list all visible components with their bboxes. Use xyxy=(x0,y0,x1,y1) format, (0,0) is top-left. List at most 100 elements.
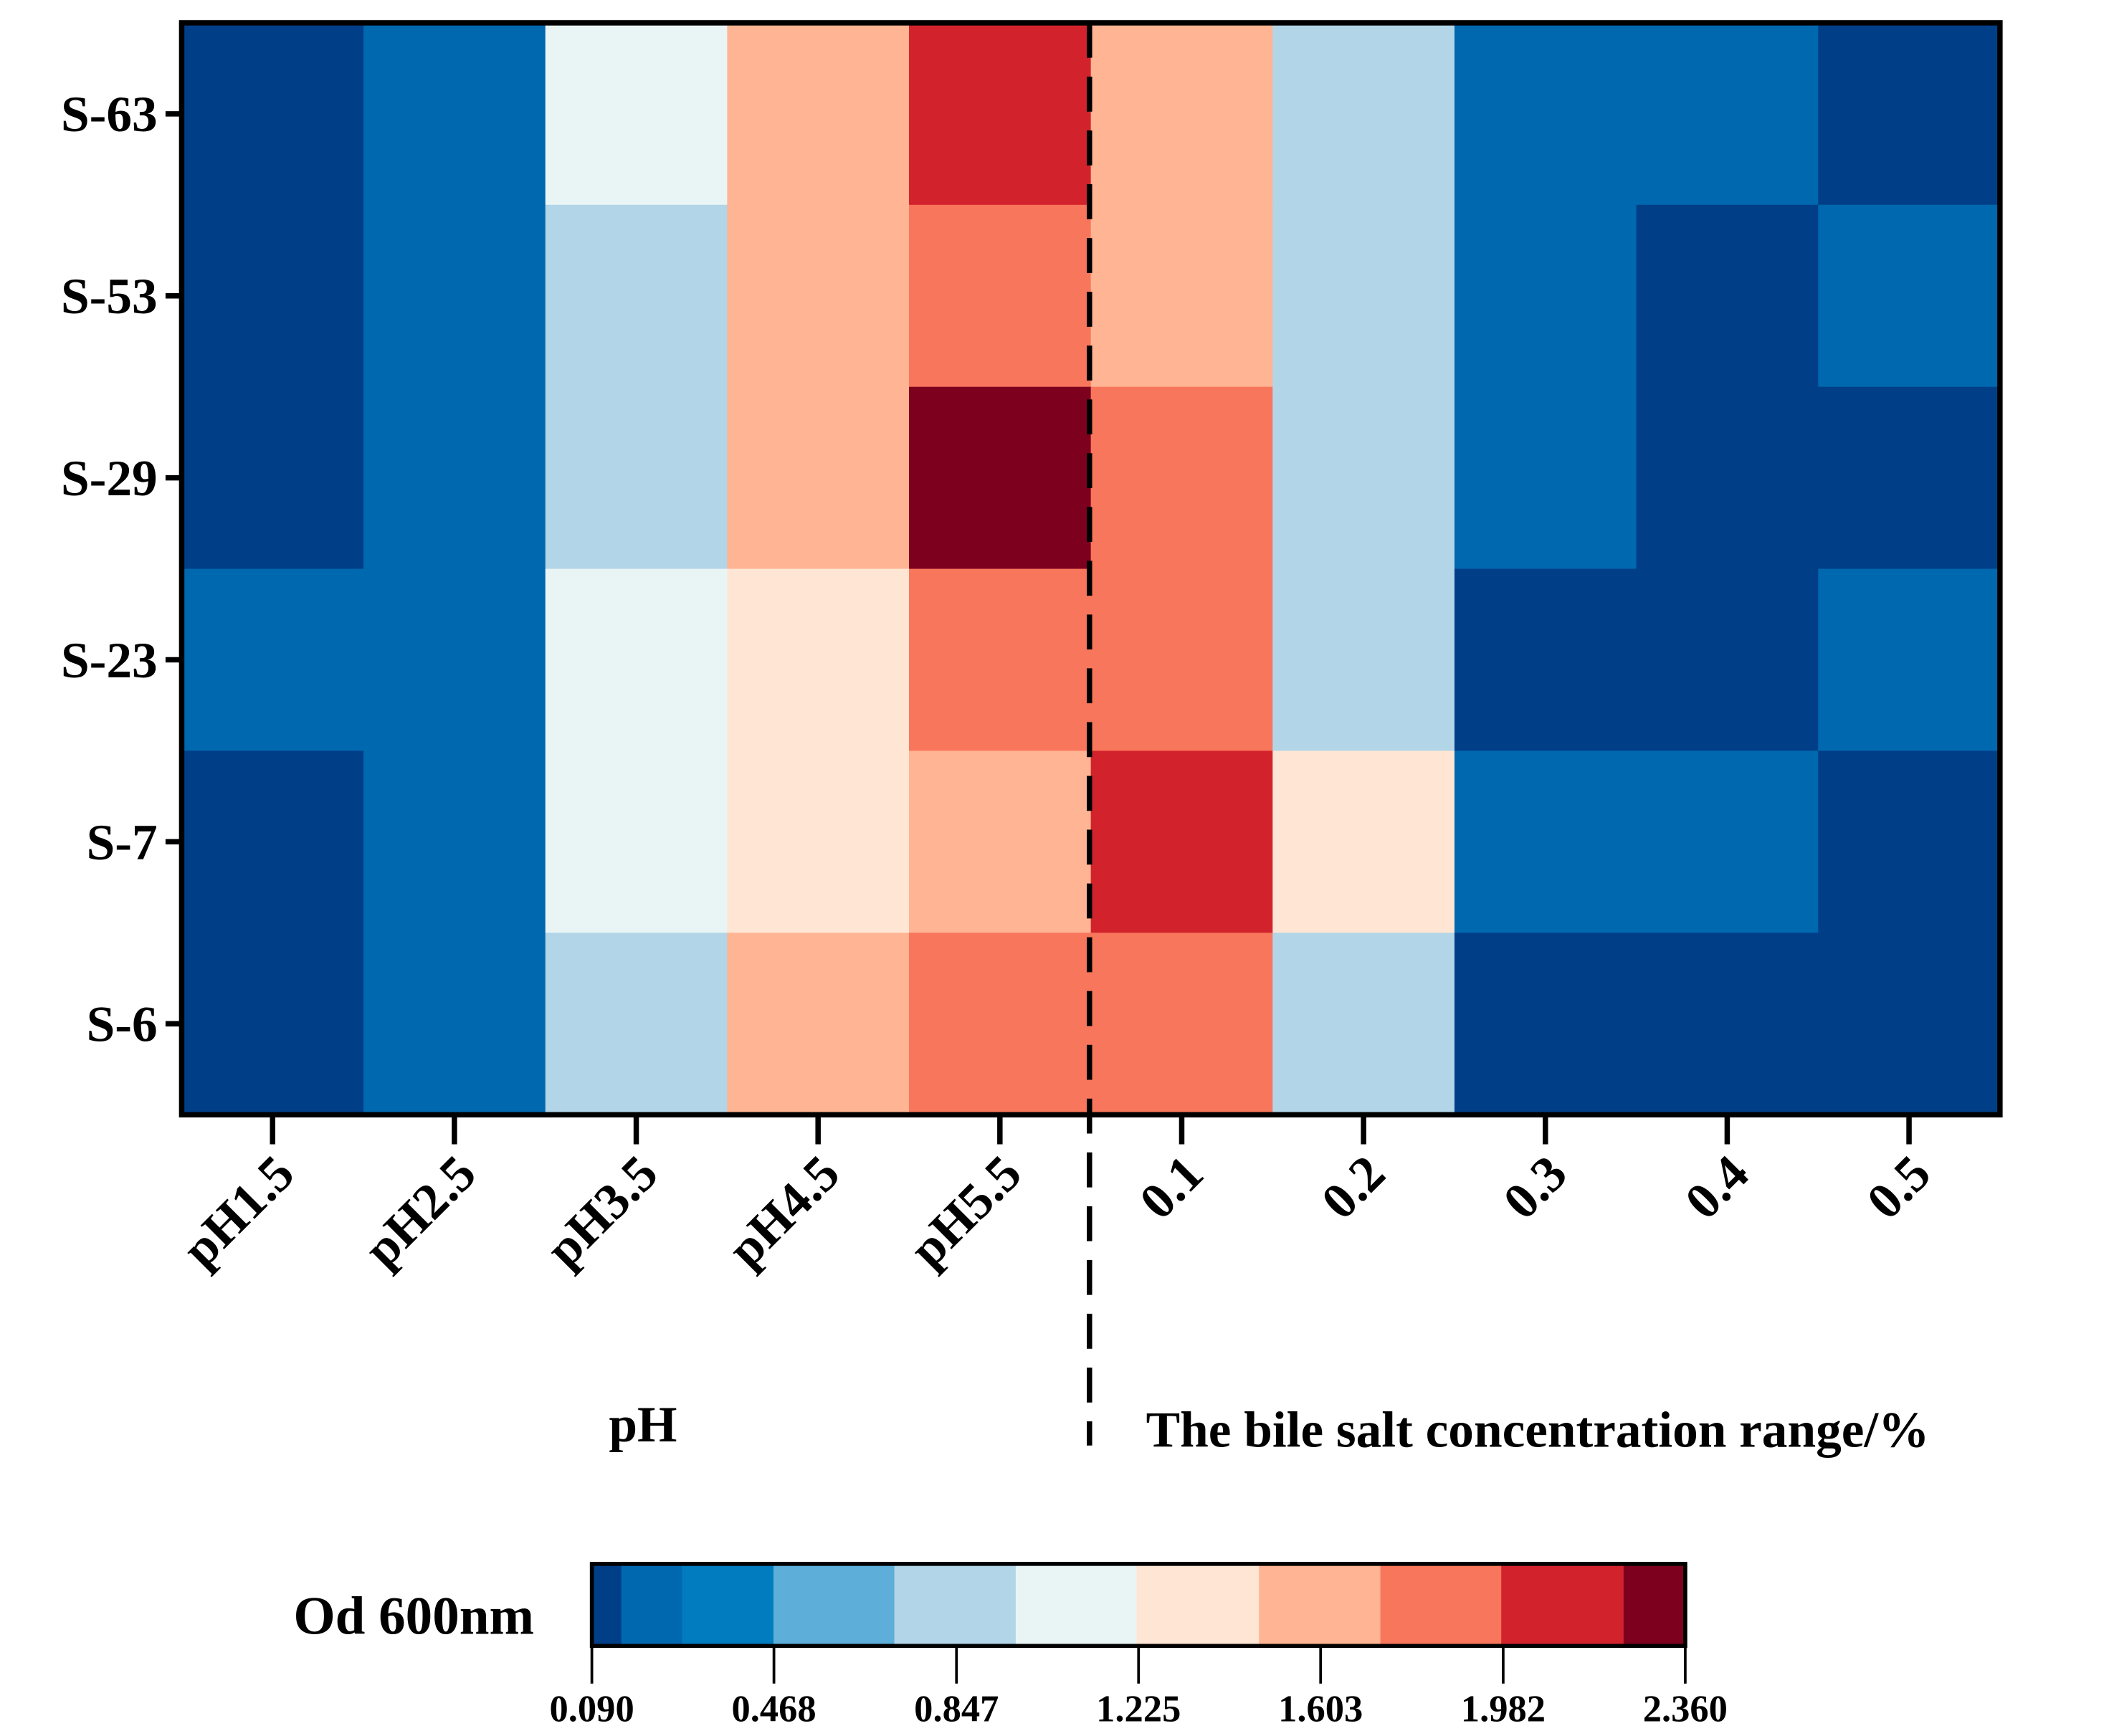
x-tick-label: 0.1 xyxy=(1129,1145,1214,1230)
heatmap-cell xyxy=(1636,22,1819,206)
heatmap-cell xyxy=(1090,568,1274,752)
heatmap-cell xyxy=(1272,204,1455,388)
heatmap-cell xyxy=(909,933,1092,1116)
y-tick-label: S-63 xyxy=(61,86,158,143)
heatmap-cell xyxy=(1454,568,1637,752)
heatmap-cell xyxy=(1090,22,1274,206)
heatmap-cell xyxy=(909,386,1092,570)
colorbar-tick-label: 2.360 xyxy=(1643,1688,1728,1730)
colorbar-segment xyxy=(1015,1563,1138,1646)
colorbar-segment xyxy=(591,1563,622,1646)
colorbar-segment xyxy=(1380,1563,1503,1646)
heatmap-cell xyxy=(363,933,546,1116)
heatmap-cell xyxy=(727,22,910,206)
heatmap-cells xyxy=(181,22,2001,1116)
heatmap-cell xyxy=(1636,568,1819,752)
colorbar-segment xyxy=(894,1563,1017,1646)
heatmap-cell xyxy=(909,750,1092,934)
heatmap-cell xyxy=(1818,204,2001,388)
heatmap-cell xyxy=(363,204,546,388)
y-tick-label: S-6 xyxy=(87,996,158,1053)
heatmap-cell xyxy=(1272,22,1455,206)
x-tick-label: pH2.5 xyxy=(353,1145,487,1278)
colorbar-tick-label: 0.090 xyxy=(550,1688,634,1730)
heatmap-cell xyxy=(1636,933,1819,1116)
colorbar-segment xyxy=(1259,1563,1381,1646)
x-tick-label: pH4.5 xyxy=(717,1145,850,1278)
heatmap-cell xyxy=(909,22,1092,206)
heatmap-cell xyxy=(1818,750,2001,934)
heatmap-cell xyxy=(1818,386,2001,570)
colorbar-segment xyxy=(621,1563,683,1646)
heatmap-cell xyxy=(181,933,365,1116)
colorbar: 0.090 0.468 0.847 1.225 1.603 1.982 2.360 xyxy=(550,1562,1728,1730)
heatmap-cell xyxy=(181,568,365,752)
x-tick-label: pH5.5 xyxy=(899,1145,1032,1278)
heatmap-cell xyxy=(1272,568,1455,752)
colorbar-tick-label: 1.225 xyxy=(1096,1688,1181,1730)
heatmap-cell xyxy=(1454,933,1637,1116)
heatmap-cell xyxy=(1272,750,1455,934)
heatmap-cell xyxy=(727,386,910,570)
heatmap-cell xyxy=(1818,22,2001,206)
heatmap-cell xyxy=(1454,204,1637,388)
heatmap-cell xyxy=(1454,386,1637,570)
heatmap-cell xyxy=(181,204,365,388)
heatmap-cell xyxy=(1454,22,1637,206)
x-tick-label: 0.3 xyxy=(1493,1145,1578,1230)
heatmap-cell xyxy=(363,568,546,752)
x-tick-label: pH1.5 xyxy=(171,1145,305,1278)
x-tick-label: 0.5 xyxy=(1856,1145,1941,1230)
colorbar-segment xyxy=(773,1563,895,1646)
heatmap-cell xyxy=(363,22,546,206)
heatmap-cell xyxy=(727,933,910,1116)
x-tick-label: pH3.5 xyxy=(535,1145,669,1278)
colorbar-tick-label: 1.603 xyxy=(1278,1688,1363,1730)
heatmap-cell xyxy=(1636,204,1819,388)
colorbar-label: Od 600nm xyxy=(293,1586,534,1646)
heatmap-cell xyxy=(181,22,365,206)
colorbar-tick-label: 0.468 xyxy=(732,1688,817,1730)
heatmap-cell xyxy=(909,568,1092,752)
y-tick-label: S-23 xyxy=(61,632,158,689)
y-tick-label: S-53 xyxy=(61,268,158,325)
colorbar-tick-label: 1.982 xyxy=(1461,1688,1546,1730)
heatmap-cell xyxy=(1090,750,1274,934)
heatmap-cell xyxy=(1272,386,1455,570)
heatmap-cell xyxy=(1818,933,2001,1116)
colorbar-segment xyxy=(682,1563,774,1646)
heatmap-cell xyxy=(181,386,365,570)
x-axis: pH1.5 pH2.5 pH3.5 pH4.5 pH5.5 0.1 0.2 0.3 0.4 0.5 xyxy=(171,1115,1941,1278)
colorbar-segment xyxy=(1623,1563,1686,1646)
heatmap-cell xyxy=(545,204,728,388)
heatmap-cell xyxy=(545,568,728,752)
colorbar-segment xyxy=(1501,1563,1624,1646)
colorbar-segment xyxy=(1136,1563,1260,1646)
heatmap-cell xyxy=(1454,750,1637,934)
heatmap-cell xyxy=(545,750,728,934)
heatmap-cell xyxy=(1636,386,1819,570)
x-tick-label: 0.4 xyxy=(1675,1145,1760,1230)
heatmap-cell xyxy=(181,750,365,934)
heatmap-cell xyxy=(727,568,910,752)
heatmap-cell xyxy=(363,750,546,934)
y-tick-label: S-7 xyxy=(87,814,158,871)
heatmap-cell xyxy=(727,204,910,388)
heatmap-cell xyxy=(727,750,910,934)
heatmap-cell xyxy=(1636,750,1819,934)
group-label-bile-salt: The bile salt concentration range/% xyxy=(1146,1402,1930,1459)
heatmap-cell xyxy=(545,386,728,570)
y-axis: S-63 S-53 S-29 S-23 S-7 S-6 xyxy=(61,86,182,1053)
heatmap-cell xyxy=(1090,933,1274,1116)
colorbar-tick-label: 0.847 xyxy=(914,1688,999,1730)
x-tick-label: 0.2 xyxy=(1310,1145,1396,1230)
heatmap-cell xyxy=(1818,568,2001,752)
heatmap-cell xyxy=(1090,204,1274,388)
heatmap-cell xyxy=(909,204,1092,388)
heatmap-cell xyxy=(545,22,728,206)
heatmap-cell xyxy=(1272,933,1455,1116)
heatmap-cell xyxy=(545,933,728,1116)
heatmap-cell xyxy=(363,386,546,570)
heatmap-cell xyxy=(1090,386,1274,570)
